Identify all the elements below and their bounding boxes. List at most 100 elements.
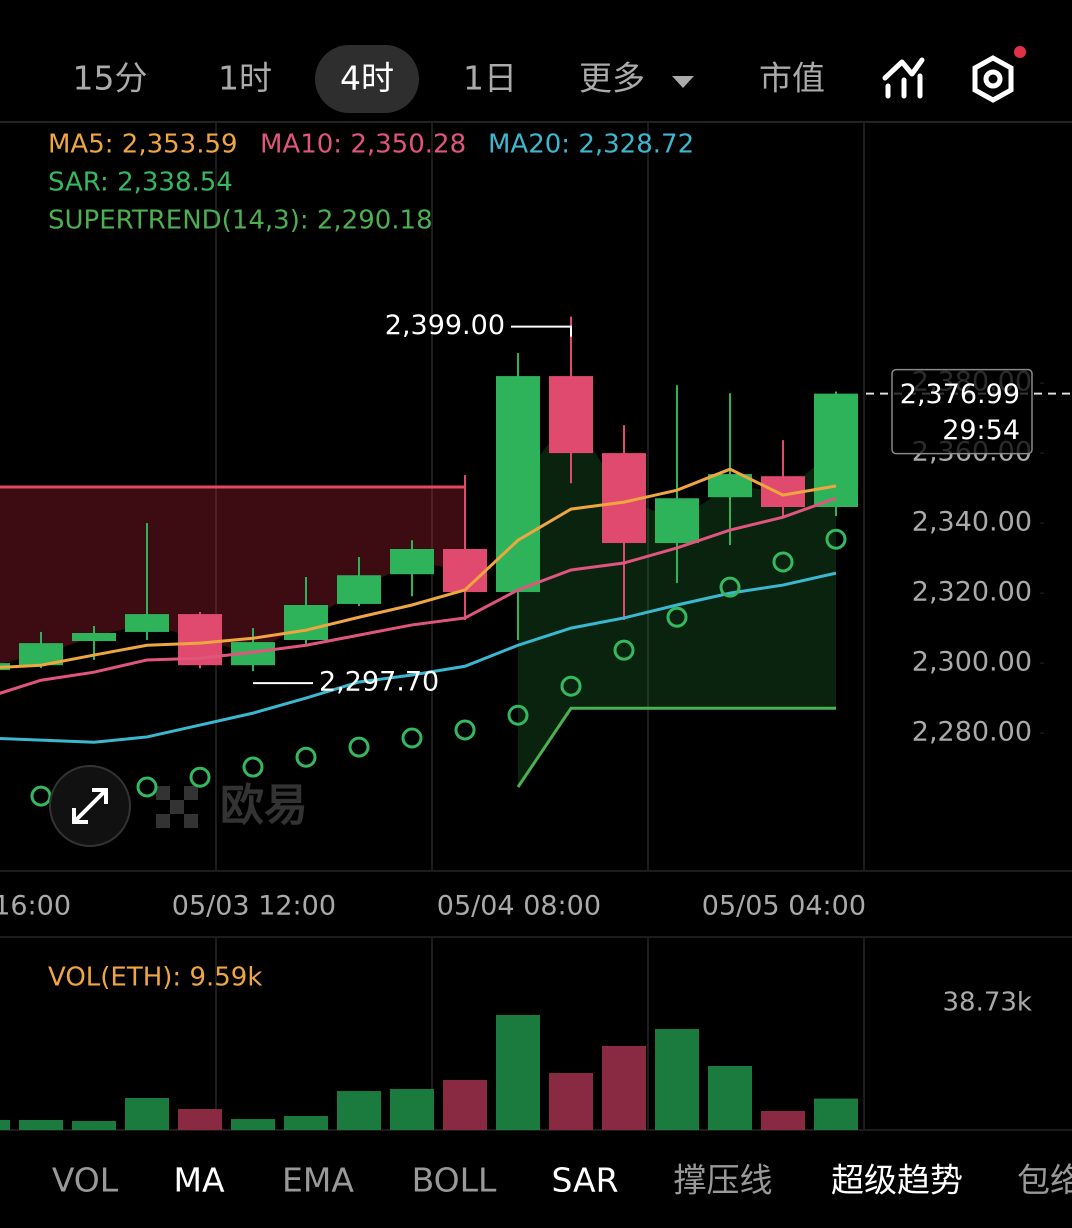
overlay: VOL MA EMA BOLL SAR 撑压线 超级趋势 包络 2,399.00 2,297.70… bbox=[0, 310, 1072, 1200]
last-price-box bbox=[891, 368, 1033, 455]
indicator-legend: SAR: 2,338.54 bbox=[48, 168, 233, 198]
x-tick-label: 05/03 12:00 bbox=[172, 891, 336, 922]
fills bbox=[0, 414, 836, 787]
tab[interactable]: 1日 bbox=[463, 59, 517, 98]
active-tab-bg bbox=[315, 45, 419, 113]
candle-body bbox=[19, 643, 63, 666]
top-tabs: 15分 1时 4时 1日 更多 市值 bbox=[73, 45, 825, 113]
candle-body bbox=[72, 633, 116, 642]
volume-bar bbox=[19, 1119, 63, 1130]
tab[interactable]: 15分 bbox=[73, 59, 148, 98]
volume-bar bbox=[390, 1089, 434, 1130]
candle-body bbox=[390, 549, 434, 575]
ma-line bbox=[0, 496, 837, 695]
high-label: 2,399.00 bbox=[385, 310, 505, 341]
sar-dot bbox=[507, 704, 529, 726]
indicator-tab[interactable]: 撑压线 bbox=[674, 1161, 773, 1200]
notify-dot bbox=[1014, 46, 1026, 58]
expand-button[interactable] bbox=[49, 765, 131, 847]
candle-body bbox=[443, 549, 487, 593]
volume-bar bbox=[602, 1045, 646, 1130]
tab[interactable]: 4时 bbox=[340, 59, 394, 98]
indicator-tab[interactable]: 包络 bbox=[1017, 1161, 1072, 1200]
volume-bar bbox=[284, 1115, 328, 1130]
indicator-tab[interactable]: EMA bbox=[282, 1161, 354, 1200]
watermark: 欧易 bbox=[156, 780, 308, 831]
x-tick-label: 05/04 08:00 bbox=[437, 891, 601, 922]
sar-dot bbox=[825, 528, 847, 550]
sar-dot bbox=[401, 727, 423, 749]
sar-dot bbox=[136, 776, 158, 798]
sar-dot bbox=[189, 766, 211, 788]
indicator-tab[interactable]: SAR bbox=[551, 1161, 618, 1200]
volume-bar bbox=[178, 1109, 222, 1130]
indicator-tab[interactable]: VOL bbox=[52, 1161, 119, 1200]
y-tick-label: 2,340.00 bbox=[912, 507, 1032, 538]
tab[interactable]: 市值 bbox=[759, 59, 825, 98]
sar-dot bbox=[666, 606, 688, 628]
hex-center bbox=[983, 69, 1003, 89]
volume-bar bbox=[814, 1098, 858, 1130]
watermark-text: 欧易 bbox=[220, 780, 308, 831]
volume-title: VOL(ETH): 9.59k bbox=[48, 963, 262, 993]
hexagon bbox=[972, 55, 1014, 103]
y-tick-label: 2,320.00 bbox=[912, 577, 1032, 608]
indicator-legend: MA10: 2,350.28 bbox=[260, 130, 466, 160]
supertrend-line bbox=[516, 706, 836, 788]
trend-fill bbox=[0, 487, 465, 664]
trend-fill bbox=[518, 414, 836, 787]
ma-line bbox=[0, 467, 837, 669]
x-tick-label: 16:00 bbox=[0, 891, 71, 922]
volume-bar bbox=[496, 1015, 540, 1130]
volume-bar bbox=[708, 1065, 752, 1130]
expand-icon bbox=[72, 788, 108, 824]
y-tick-label: 2,300.00 bbox=[912, 647, 1032, 678]
settings-icon[interactable] bbox=[972, 46, 1026, 103]
dropdown-caret bbox=[672, 76, 694, 88]
volume-bar bbox=[655, 1029, 699, 1130]
candle-body bbox=[125, 614, 169, 632]
sar-dot bbox=[454, 719, 476, 741]
sar-dot bbox=[772, 551, 794, 573]
low-label: 2,297.70 bbox=[319, 667, 439, 698]
volume-bar bbox=[761, 1111, 805, 1130]
indicator-tab[interactable]: BOLL bbox=[412, 1161, 497, 1200]
y-tick-label: 2,280.00 bbox=[912, 717, 1032, 748]
candle-body bbox=[337, 575, 381, 604]
candle-body bbox=[496, 376, 540, 593]
sar-dot bbox=[242, 756, 264, 778]
indicator-legend: MA5: 2,353.59 bbox=[48, 130, 238, 160]
indicator-tab[interactable]: 超级趋势 bbox=[831, 1161, 963, 1200]
logo bbox=[156, 786, 198, 828]
volume-bar bbox=[231, 1119, 275, 1130]
indicator-legend: MA20: 2,328.72 bbox=[488, 130, 694, 160]
volume-bar bbox=[337, 1091, 381, 1130]
sar-dot bbox=[348, 736, 370, 758]
tab[interactable]: 更多 bbox=[579, 59, 645, 98]
chart-icon[interactable] bbox=[882, 57, 925, 99]
volume-bar bbox=[443, 1079, 487, 1130]
ma-line bbox=[0, 571, 837, 744]
volume-bar bbox=[0, 1119, 10, 1130]
volume-bar bbox=[72, 1121, 116, 1130]
volume-bar bbox=[549, 1073, 593, 1130]
candle-body bbox=[655, 498, 699, 544]
sar-dot bbox=[30, 785, 52, 807]
countdown: 29:54 bbox=[942, 415, 1020, 446]
candle-body bbox=[284, 605, 328, 640]
sar-dot bbox=[560, 675, 582, 697]
sar-dot bbox=[295, 746, 317, 768]
candle-body bbox=[549, 376, 593, 454]
icon-line bbox=[882, 57, 925, 81]
last-price-label: 2,376.99 bbox=[900, 379, 1020, 410]
tab[interactable]: 1时 bbox=[218, 59, 272, 98]
indicator-legend: SUPERTREND(14,3): 2,290.18 bbox=[48, 206, 433, 236]
indicator-tab[interactable]: MA bbox=[173, 1161, 224, 1200]
volume-tick-label: 38.73k bbox=[943, 988, 1033, 1018]
x-tick-label: 05/05 04:00 bbox=[702, 891, 866, 922]
high-pointer bbox=[511, 325, 572, 337]
candle-body bbox=[708, 474, 752, 498]
sar-dot bbox=[719, 576, 741, 598]
